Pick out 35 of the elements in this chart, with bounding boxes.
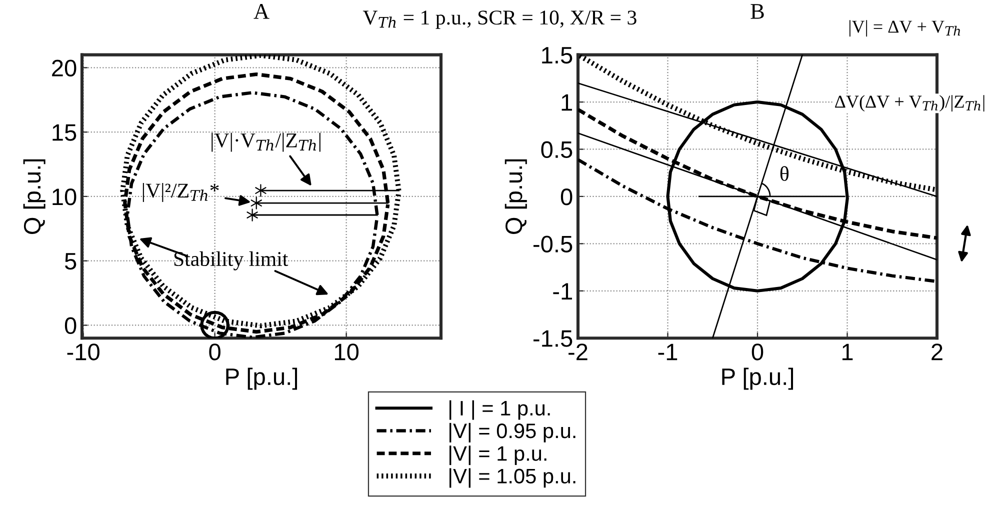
legend-label: | I | = 1 p.u.	[450, 400, 550, 420]
legend-label: |V| = 1.05 p.u.	[450, 468, 576, 488]
y-tick-label: 15	[52, 124, 76, 141]
y-tick-label: 20	[52, 60, 76, 76]
x-tick-label: -10	[67, 344, 100, 360]
annotation: |V|²/Z$_{Th}$*	[142, 183, 219, 202]
y-tick-label: 5	[64, 253, 76, 270]
legend-label: |V| = 0.95 p.u.	[450, 422, 576, 442]
x-tick-label: 0	[209, 344, 220, 360]
y-tick-label: 0	[64, 317, 76, 334]
x-axis-title: P [p.u.]	[722, 368, 794, 390]
y-tick-label: 0	[560, 188, 572, 206]
text: V$_{Th}$ = 1 p.u., SCR = 10, X/R = 3	[362, 10, 636, 29]
y-tick-label: 10	[52, 188, 76, 206]
x-axis-title: P [p.u.]	[226, 368, 298, 390]
y-axis-title: Q [p.u.]	[23, 159, 46, 234]
annotation: Stability limit	[174, 251, 288, 270]
y-tick-label: 1	[562, 94, 572, 111]
y-tick-label: -0.5	[534, 236, 572, 252]
y-tick-label: 1.5	[542, 47, 572, 64]
annotation: θ	[780, 166, 789, 181]
x-tick-label: 10	[334, 344, 359, 360]
x-tick-label: 0	[752, 344, 764, 360]
text: |V| = ΔV + V$_{Th}$	[849, 20, 960, 37]
legend-label: |V| = 1 p.u.	[450, 446, 546, 466]
y-tick-label: -1	[553, 283, 572, 300]
x-tick-label: 1	[842, 344, 853, 360]
y-axis-title: Q [p.u.]	[504, 159, 527, 234]
y-tick-label: 0.5	[541, 141, 572, 158]
chart-title: B	[750, 4, 764, 19]
annotation: |V|·V$_{Th}$/|Z$_{Th}$|	[212, 132, 320, 152]
x-tick-label: 2	[932, 344, 942, 360]
chart-title: A	[254, 4, 270, 19]
x-tick-label: -1	[658, 344, 678, 360]
annotation: ΔV(ΔV + V$_{Th}$)/|Z$_{Th}$|	[835, 95, 984, 112]
